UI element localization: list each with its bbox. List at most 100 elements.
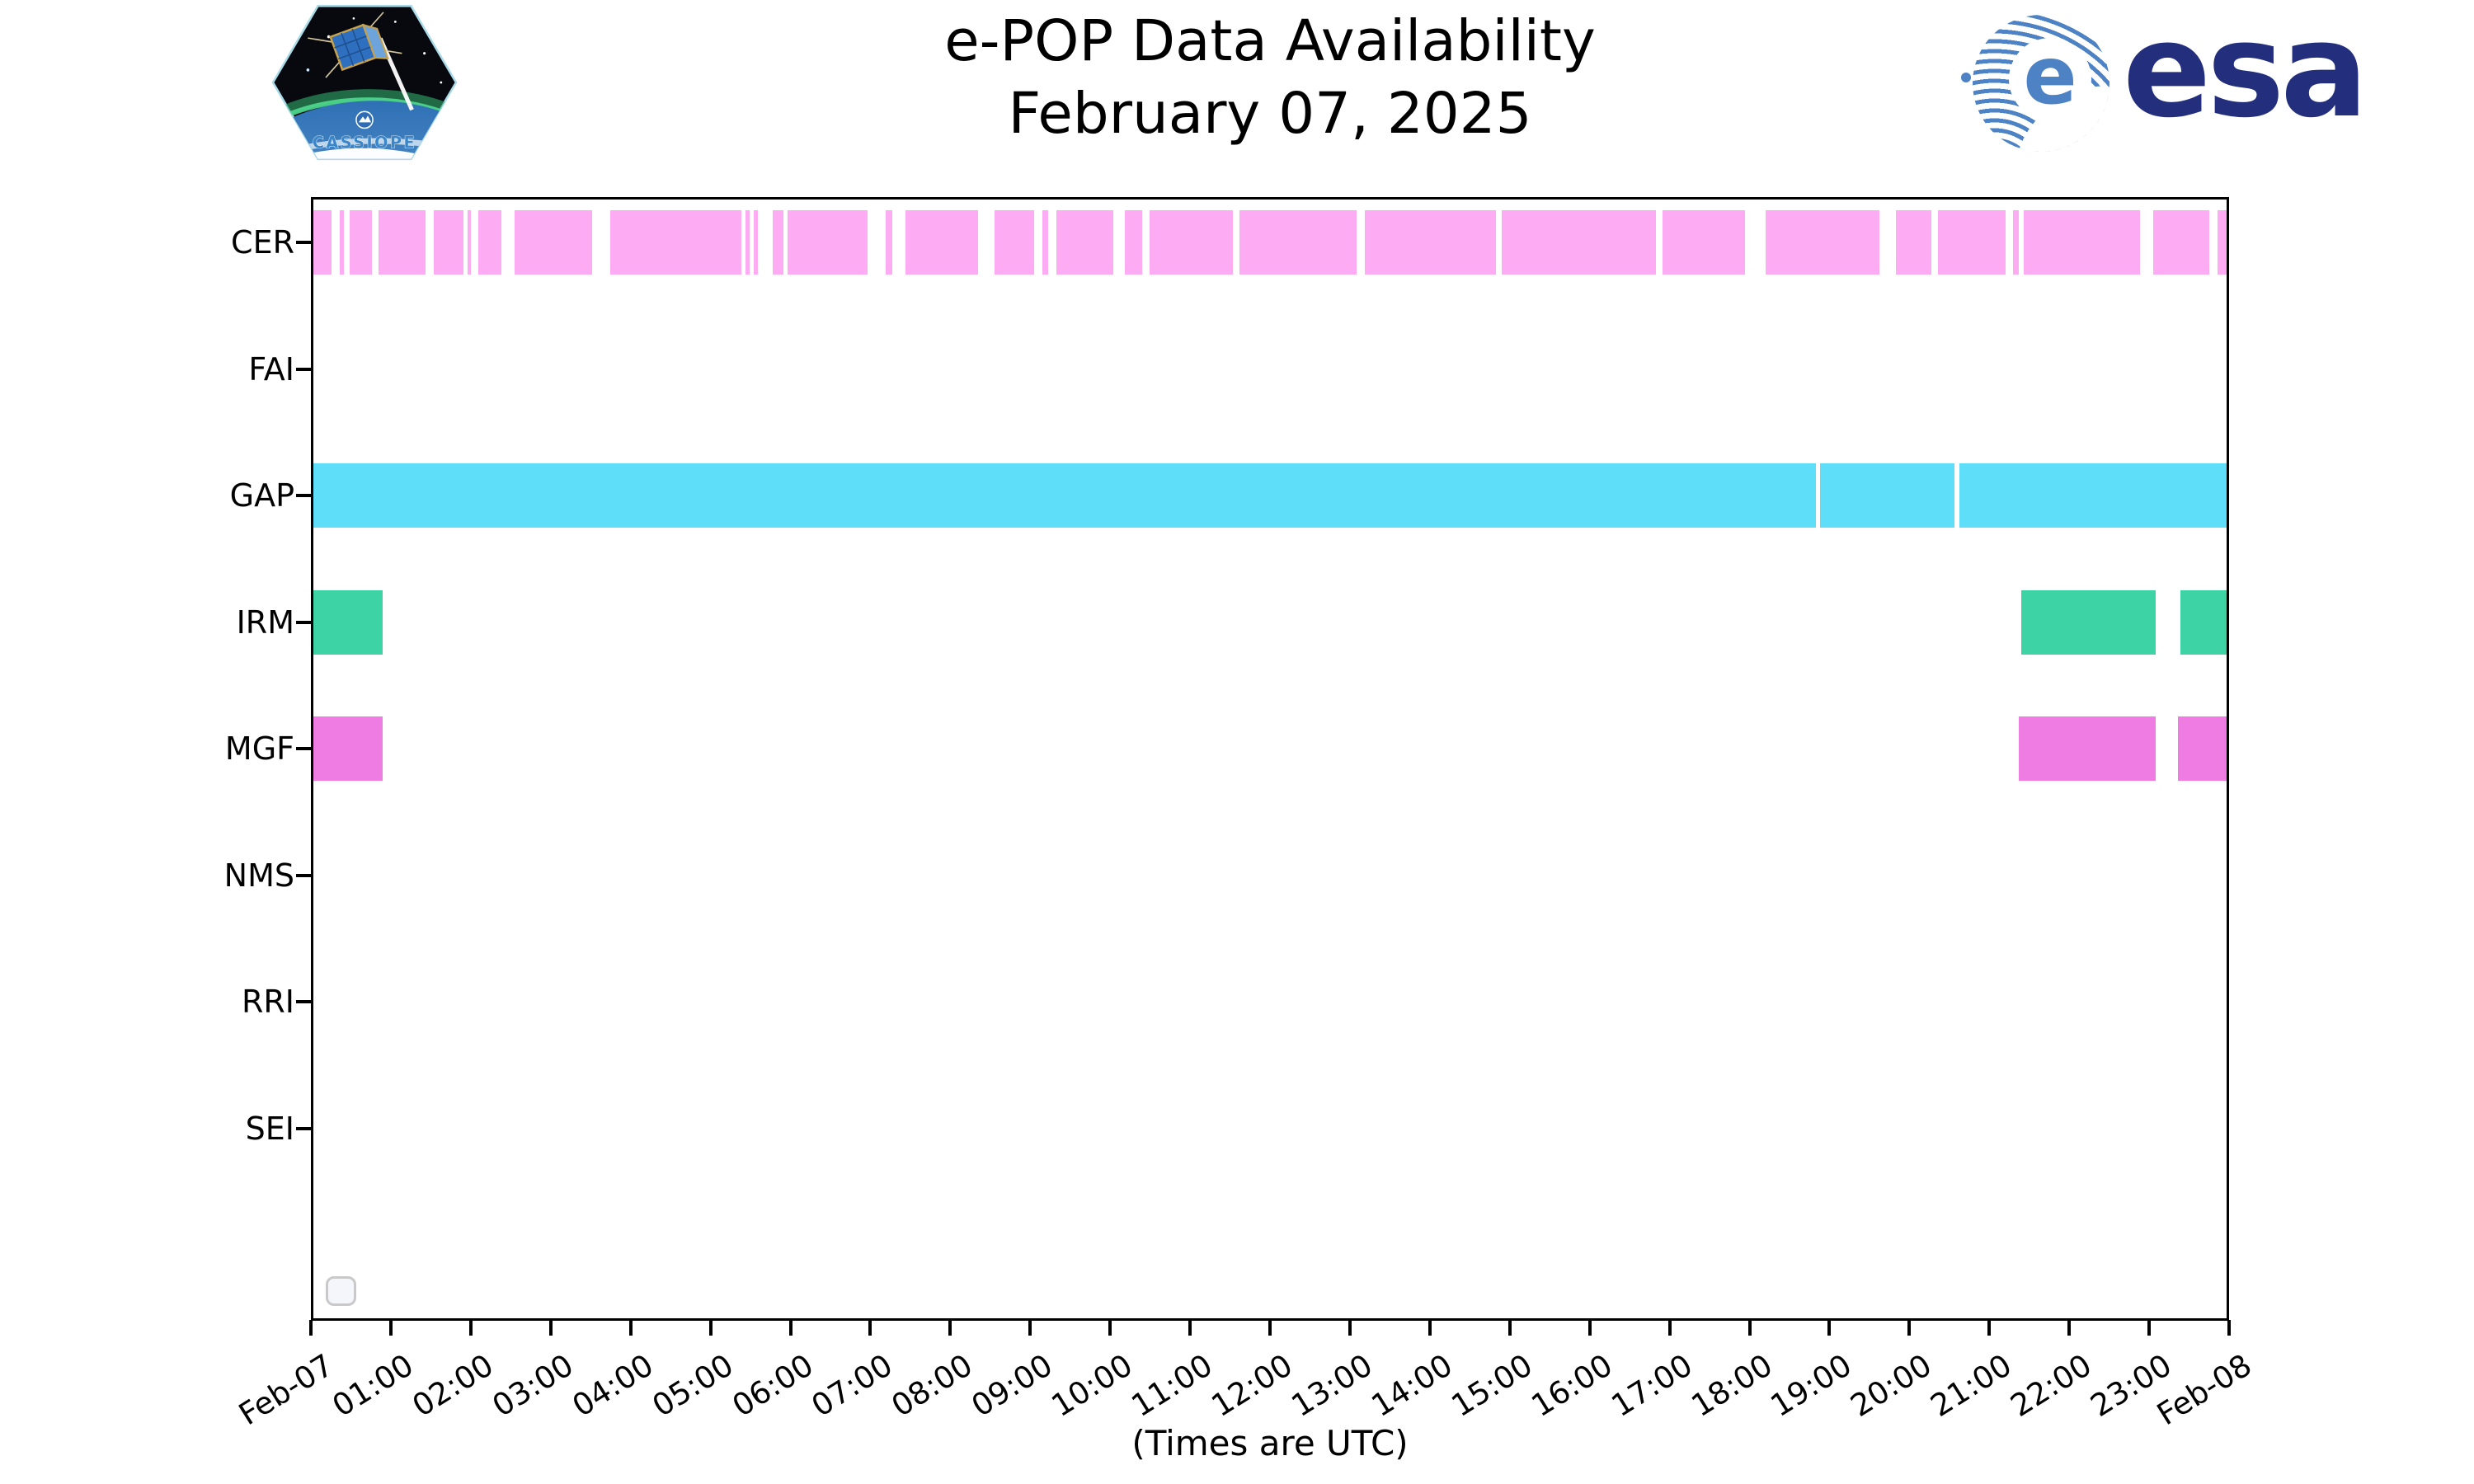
availability-bar-cer xyxy=(905,210,979,275)
availability-bar-cer xyxy=(1365,210,1496,275)
y-tick xyxy=(296,1000,312,1003)
availability-bar-gap xyxy=(1820,463,1955,528)
availability-bar-mgf xyxy=(313,716,383,781)
availability-bar-cer xyxy=(433,210,463,275)
x-tick-label: 13:00 xyxy=(1285,1347,1379,1424)
x-tick xyxy=(948,1320,952,1336)
legend-box xyxy=(326,1276,356,1306)
x-tick xyxy=(2067,1320,2072,1336)
x-tick-label: Feb-07 xyxy=(233,1347,340,1433)
x-tick xyxy=(1507,1320,1512,1336)
esa-wordmark: esa xyxy=(2123,0,2368,147)
cassiope-mission-patch: CASSIOPE xyxy=(271,4,458,161)
availability-bar-cer xyxy=(2023,210,2140,275)
y-tick xyxy=(296,241,312,244)
x-tick-label: 21:00 xyxy=(1924,1347,2019,1424)
availability-bar-cer xyxy=(1938,210,2006,275)
y-tick xyxy=(296,620,312,624)
availability-bar-cer xyxy=(2012,210,2019,275)
y-axis-label-mgf: MGF xyxy=(224,730,294,767)
x-tick xyxy=(1827,1320,1832,1336)
x-tick xyxy=(1028,1320,1032,1336)
x-tick xyxy=(1268,1320,1272,1336)
x-tick-label: 03:00 xyxy=(486,1347,580,1424)
y-tick xyxy=(296,747,312,750)
x-tick-label: 18:00 xyxy=(1685,1347,1779,1424)
availability-bar-mgf xyxy=(2178,716,2227,781)
availability-bar-cer xyxy=(1125,210,1143,275)
x-tick-label: 09:00 xyxy=(965,1347,1060,1424)
availability-bar-cer xyxy=(609,210,742,275)
cassiope-wordmark: CASSIOPE xyxy=(313,134,416,153)
x-tick-label: 20:00 xyxy=(1844,1347,1939,1424)
esa-logo: e esa xyxy=(1961,0,2368,157)
x-tick-label: 19:00 xyxy=(1764,1347,1859,1424)
availability-bar-cer xyxy=(339,210,344,275)
x-tick xyxy=(2147,1320,2152,1336)
availability-bar-cer xyxy=(514,210,593,275)
x-tick-label: 16:00 xyxy=(1525,1347,1619,1424)
cassiope-satellite xyxy=(308,12,402,78)
availability-bar-gap xyxy=(1959,463,2227,528)
x-tick xyxy=(1907,1320,1912,1336)
esa-globe-emblem: e xyxy=(1973,15,2109,152)
x-tick xyxy=(1188,1320,1192,1336)
x-tick-label: 17:00 xyxy=(1605,1347,1699,1424)
x-tick xyxy=(1427,1320,1432,1336)
y-tick xyxy=(296,367,312,371)
x-tick-label: 01:00 xyxy=(326,1347,420,1424)
x-tick xyxy=(868,1320,872,1336)
y-tick xyxy=(296,494,312,497)
x-tick xyxy=(388,1320,393,1336)
availability-bar-cer xyxy=(1056,210,1113,275)
x-tick xyxy=(708,1320,713,1336)
availability-bar-cer xyxy=(2153,210,2209,275)
availability-bar-cer xyxy=(313,210,332,275)
x-tick xyxy=(1667,1320,1672,1336)
availability-bar-cer xyxy=(772,210,784,275)
x-tick-label: 22:00 xyxy=(2004,1347,2098,1424)
availability-bar-cer xyxy=(994,210,1034,275)
x-tick xyxy=(468,1320,473,1336)
x-tick-label: 15:00 xyxy=(1445,1347,1539,1424)
x-tick xyxy=(1348,1320,1352,1336)
x-tick-label: 02:00 xyxy=(406,1347,500,1424)
availability-bar-cer xyxy=(350,210,372,275)
y-axis-label-sei: SEI xyxy=(245,1110,294,1147)
x-tick-label: 04:00 xyxy=(566,1347,660,1424)
x-tick xyxy=(1587,1320,1592,1336)
availability-bar-cer xyxy=(753,210,759,275)
y-axis-label-cer: CER xyxy=(231,224,294,261)
availability-bar-irm xyxy=(313,589,383,655)
x-tick-label: 11:00 xyxy=(1125,1347,1219,1424)
availability-bar-cer xyxy=(788,210,868,275)
availability-bar-cer xyxy=(1662,210,1746,275)
availability-bar-cer xyxy=(478,210,502,275)
plot-area xyxy=(311,197,2229,1321)
aurora-arc xyxy=(273,89,456,159)
x-tick-label: 07:00 xyxy=(805,1347,900,1424)
y-axis-label-irm: IRM xyxy=(236,603,294,641)
availability-bar-mgf xyxy=(2018,716,2156,781)
availability-bar-cer xyxy=(1239,210,1357,275)
availability-bar-cer xyxy=(886,210,892,275)
y-axis-label-rri: RRI xyxy=(241,984,294,1020)
x-tick-label: 08:00 xyxy=(885,1347,980,1424)
esa-e-glyph: e xyxy=(2009,36,2091,120)
availability-bar-gap xyxy=(313,463,1817,528)
x-tick xyxy=(309,1320,313,1336)
availability-bar-cer xyxy=(745,210,750,275)
availability-bar-cer xyxy=(1766,210,1880,275)
x-tick xyxy=(1108,1320,1112,1336)
availability-bar-cer xyxy=(1042,210,1049,275)
availability-bar-cer xyxy=(1150,210,1233,275)
chart-subtitle-date: February 07, 2025 xyxy=(1008,81,1532,147)
x-tick-label: 10:00 xyxy=(1045,1347,1139,1424)
x-tick-label: 05:00 xyxy=(646,1347,740,1424)
chart-title-block: e-POP Data Availability February 07, 202… xyxy=(311,5,2229,150)
availability-bar-cer xyxy=(1502,210,1656,275)
x-axis-caption: (Times are UTC) xyxy=(1131,1423,1409,1463)
x-tick xyxy=(628,1320,633,1336)
y-axis-label-fai: FAI xyxy=(248,350,294,387)
x-tick-label: 14:00 xyxy=(1365,1347,1459,1424)
